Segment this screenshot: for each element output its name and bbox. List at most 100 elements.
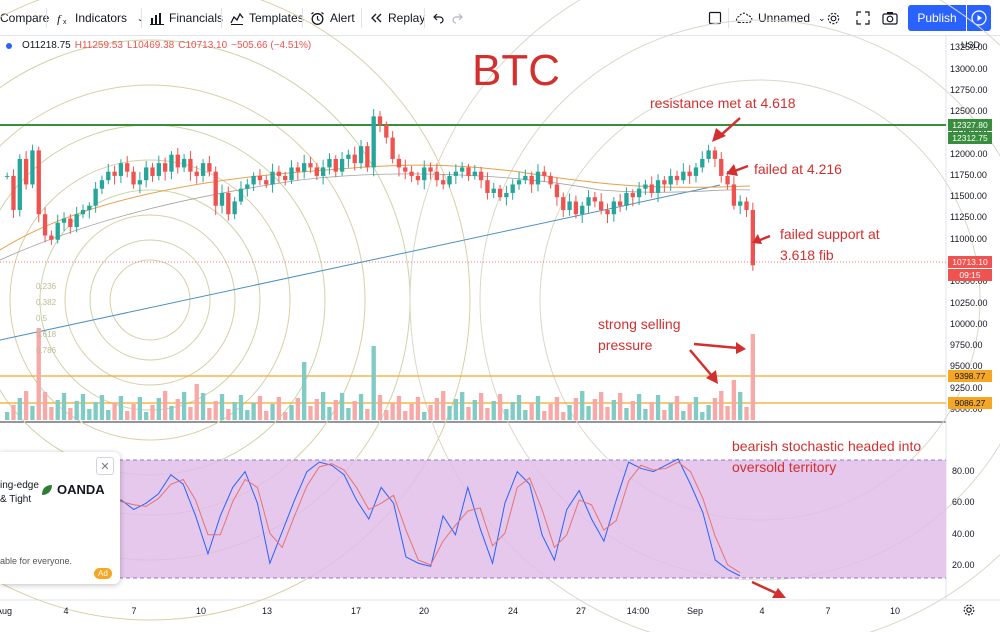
candles bbox=[5, 109, 755, 271]
indicators-button[interactable]: fx Indicators ⌄ bbox=[56, 0, 144, 36]
oanda-logo: OANDA bbox=[40, 482, 105, 497]
volume-bar bbox=[200, 393, 206, 420]
volume-bar bbox=[523, 410, 528, 420]
toolbar-divider bbox=[302, 8, 303, 28]
candle-body bbox=[371, 116, 376, 168]
volume-bar bbox=[497, 394, 503, 420]
volume-bar bbox=[99, 395, 105, 420]
snapshot-button[interactable] bbox=[882, 0, 903, 36]
candle-body bbox=[655, 180, 661, 193]
volume-bar bbox=[251, 403, 256, 420]
candle-body bbox=[561, 197, 566, 210]
candle-body bbox=[384, 124, 389, 138]
volume-bar bbox=[118, 396, 124, 420]
publish-button[interactable]: Publish bbox=[908, 5, 966, 31]
templates-button[interactable]: Templates bbox=[230, 0, 304, 36]
oanda-leaf-icon bbox=[42, 484, 52, 495]
toolbar-divider bbox=[728, 8, 729, 28]
candle-body bbox=[194, 171, 199, 176]
price-tick-label: 10000.00 bbox=[950, 318, 988, 329]
stochastic-lines bbox=[9, 458, 741, 577]
ohlc-legend: O11218.75 H11259.53 L10469.38 C10713.10 … bbox=[6, 40, 311, 51]
price-label-orange-2: 9086.27 bbox=[948, 397, 992, 409]
volume-bar bbox=[725, 406, 730, 420]
candle-body bbox=[125, 163, 130, 172]
expand-icon bbox=[856, 11, 870, 25]
play-circle-icon bbox=[971, 10, 987, 26]
chart-title-annotation: BTC bbox=[472, 46, 560, 95]
volume-bar bbox=[175, 399, 180, 420]
volume-bar bbox=[327, 407, 332, 420]
candle-body bbox=[731, 184, 737, 206]
candle-body bbox=[61, 218, 67, 223]
candle-body bbox=[415, 175, 421, 181]
currency-label: USD bbox=[961, 40, 981, 50]
redo-button[interactable] bbox=[452, 0, 469, 36]
alert-button[interactable]: Alert bbox=[310, 0, 355, 36]
volume-bar bbox=[712, 398, 718, 420]
price-axis[interactable]: USD 13250.0013000.0012750.0012500.001225… bbox=[947, 36, 1000, 600]
toolbar-divider bbox=[221, 8, 222, 28]
candle-body bbox=[188, 158, 193, 172]
volume-bar bbox=[668, 403, 673, 420]
undo-icon bbox=[433, 13, 444, 24]
volume-bar bbox=[276, 397, 282, 420]
volume-bar bbox=[611, 400, 616, 420]
replay-button[interactable]: Replay bbox=[369, 0, 425, 36]
volume-bar bbox=[207, 408, 212, 420]
candle-body bbox=[390, 137, 395, 159]
settings-button[interactable] bbox=[826, 0, 846, 36]
candle-body bbox=[719, 158, 724, 176]
ad-close-button[interactable]: ✕ bbox=[96, 457, 114, 475]
candle-body bbox=[295, 167, 301, 172]
trend-line[interactable] bbox=[0, 184, 721, 341]
volume-bar bbox=[738, 392, 743, 420]
compare-button[interactable]: Compare bbox=[0, 11, 50, 25]
candle-body bbox=[238, 188, 244, 202]
candle-body bbox=[333, 158, 338, 172]
volume-bar bbox=[365, 409, 370, 420]
price-tick-label: 11250.00 bbox=[950, 212, 987, 223]
stoch-tick-label: 60.00 bbox=[952, 497, 975, 508]
volume-bar bbox=[504, 409, 509, 420]
candle-body bbox=[270, 171, 275, 185]
chart-settings-button[interactable] bbox=[962, 603, 976, 622]
volume-bar bbox=[23, 391, 29, 420]
volume-bar bbox=[339, 393, 345, 420]
volume-bar bbox=[232, 402, 237, 420]
candle-body bbox=[447, 175, 452, 185]
volume-bar bbox=[371, 346, 376, 420]
volume-bar bbox=[428, 405, 433, 420]
fib-circle-8 bbox=[0, 0, 471, 621]
financials-button[interactable]: Financials bbox=[150, 0, 223, 36]
fullscreen-button[interactable] bbox=[856, 0, 875, 36]
candle-body bbox=[586, 197, 591, 206]
volume-bar bbox=[548, 404, 553, 420]
volume-bar bbox=[472, 400, 477, 420]
candle-body bbox=[352, 154, 357, 164]
fib-circle-0 bbox=[109, 259, 191, 341]
volume-bar bbox=[289, 405, 294, 420]
templates-chevron-down-icon[interactable]: ⌄ bbox=[137, 14, 144, 23]
volume-bar bbox=[447, 406, 452, 420]
time-tick-label: 13 bbox=[261, 606, 273, 616]
candle-body bbox=[137, 180, 143, 185]
templates-icon bbox=[230, 12, 244, 25]
undo-button[interactable] bbox=[432, 0, 449, 36]
candle-body bbox=[302, 163, 307, 172]
volume-bar bbox=[561, 412, 566, 420]
candle-body bbox=[434, 171, 440, 181]
fib-label: 0.618 bbox=[36, 330, 57, 339]
candle-body bbox=[485, 180, 490, 193]
ad-line-2: & Tight bbox=[0, 494, 32, 505]
ad-line-1: ing-edge bbox=[0, 480, 39, 491]
advertisement-card[interactable]: ✕ ing-edge & Tight OANDA able for everyo… bbox=[0, 452, 120, 584]
volume-bar bbox=[554, 397, 560, 420]
volume-bar bbox=[377, 395, 383, 420]
volume-bar bbox=[194, 384, 199, 420]
price-tick-label: 11500.00 bbox=[950, 191, 987, 202]
fib-circle-2 bbox=[64, 214, 236, 386]
toolbar-divider bbox=[141, 8, 142, 28]
candle-body bbox=[662, 180, 667, 185]
